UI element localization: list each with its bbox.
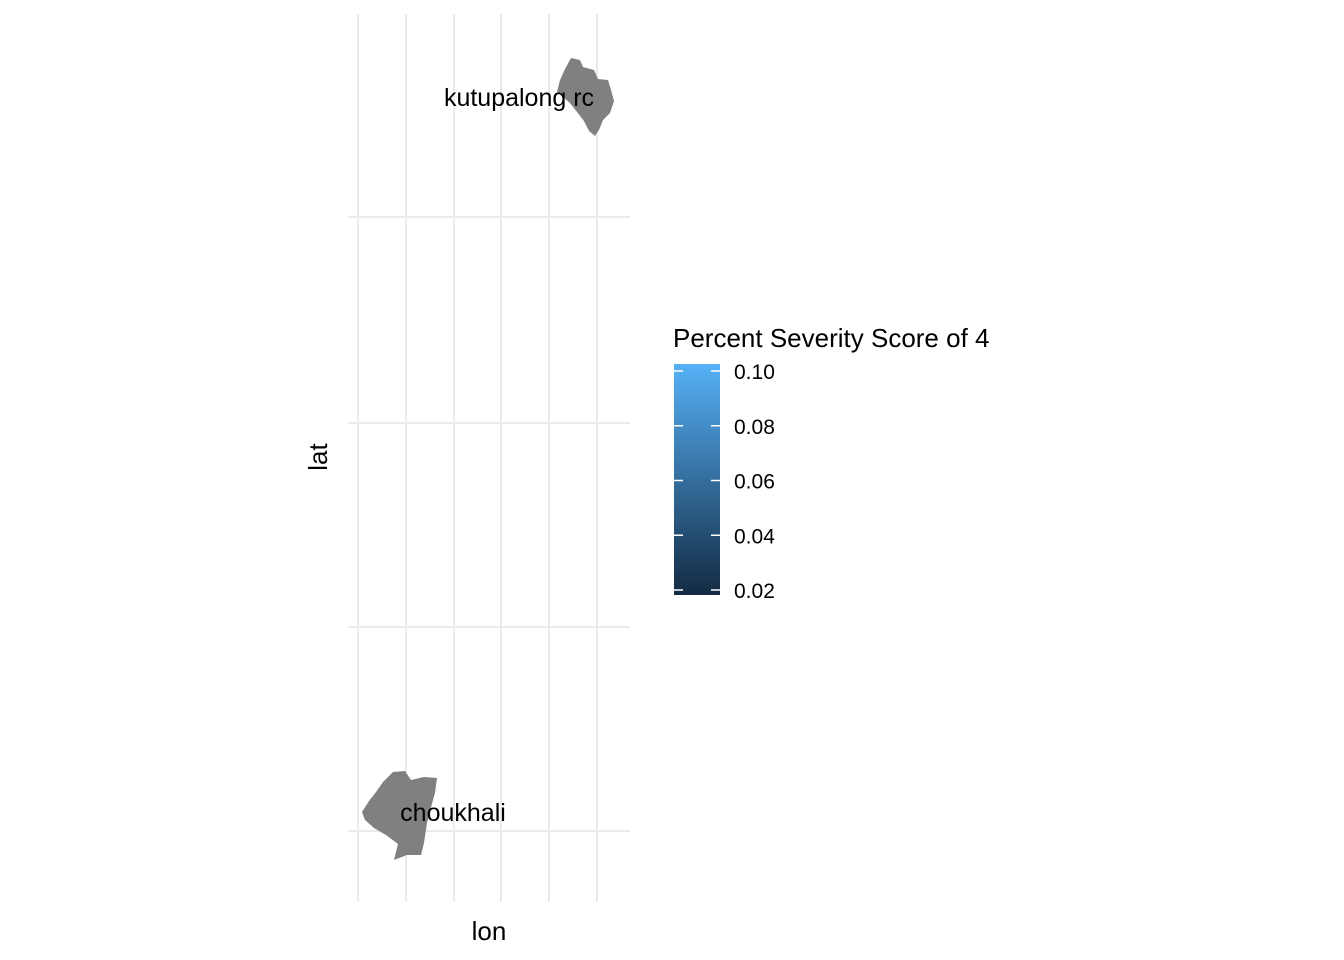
legend-tick-label: 0.08 <box>734 416 775 439</box>
y-axis-title: lat <box>303 442 333 470</box>
panel-grid <box>348 14 630 902</box>
legend-title: Percent Severity Score of 4 <box>673 323 989 353</box>
legend-tick-label: 0.06 <box>734 471 775 494</box>
legend-ticks: 0.10 0.08 0.06 0.04 0.02 <box>674 361 775 603</box>
legend-colorbar <box>674 364 720 595</box>
region-label-kutupalong: kutupalong rc <box>444 84 594 112</box>
region-label-choukhali: choukhali <box>400 799 506 827</box>
legend: Percent Severity Score of 4 0.10 0.08 0.06… <box>673 323 989 603</box>
region-choukhali <box>362 771 437 860</box>
legend-tick-label: 0.04 <box>734 525 775 548</box>
x-axis-title: lon <box>472 916 507 946</box>
region-kutupalong <box>557 58 614 136</box>
legend-tick-label: 0.10 <box>734 361 775 384</box>
legend-tick-label: 0.02 <box>734 580 775 603</box>
